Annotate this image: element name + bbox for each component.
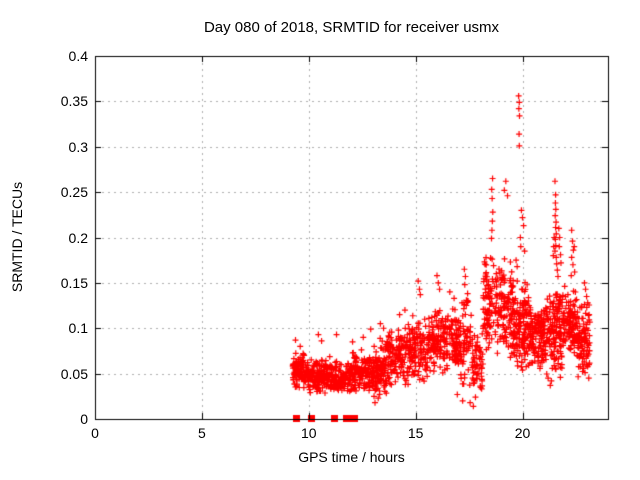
y-tick-label: 0 bbox=[80, 411, 88, 427]
x-tick-label: 5 bbox=[197, 425, 206, 441]
chart-title: Day 080 of 2018, SRMTID for receiver usm… bbox=[203, 19, 500, 36]
x-tick-label: 15 bbox=[407, 425, 424, 441]
y-axis-label-text: SRMTID / TECUs bbox=[9, 181, 25, 293]
y-tick-label: 0.25 bbox=[60, 184, 88, 201]
y-tick-label: 0.15 bbox=[60, 274, 88, 291]
y-tick-label: 0.05 bbox=[60, 365, 88, 382]
y-tick-label: 0.3 bbox=[68, 138, 88, 155]
x-tick-label: 0 bbox=[91, 425, 99, 441]
x-tick-label: 10 bbox=[300, 425, 317, 441]
y-tick-label: 0.4 bbox=[68, 48, 88, 64]
y-tick-label: 0.35 bbox=[60, 93, 88, 110]
y-tick-label: 0.2 bbox=[68, 229, 88, 246]
y-tick-label: 0.1 bbox=[68, 320, 88, 337]
x-tick-label: 20 bbox=[514, 425, 531, 441]
x-axis-label: GPS time / hours bbox=[298, 449, 405, 465]
